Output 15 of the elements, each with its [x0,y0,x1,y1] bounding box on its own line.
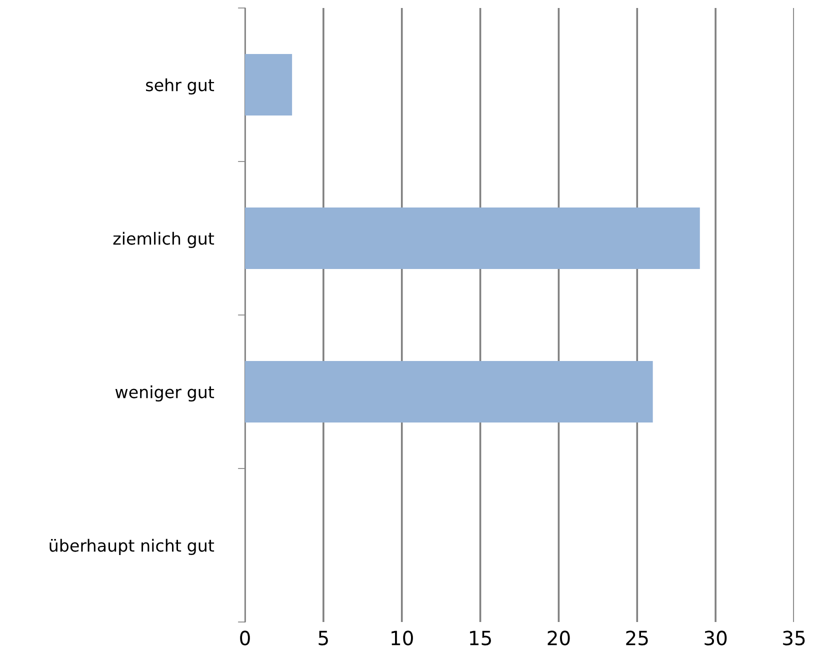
y-tick-label: weniger gut [115,385,214,402]
bar [245,54,292,116]
x-tick-label: 0 [240,630,250,646]
x-tick-label: 10 [392,630,413,646]
x-tick-label: 30 [704,630,727,646]
x-tick-label: 5 [318,630,328,646]
x-tick-label: 20 [548,630,570,646]
x-tick-label: 35 [783,630,805,646]
x-tick-label: 15 [470,630,491,646]
y-tick-label: sehr gut [146,78,214,95]
x-tick-label: 25 [626,630,648,646]
bar [245,208,700,269]
bar [245,361,653,422]
y-tick-label: überhaupt nicht gut [50,538,214,556]
y-tick-label: ziemlich gut [113,232,214,248]
